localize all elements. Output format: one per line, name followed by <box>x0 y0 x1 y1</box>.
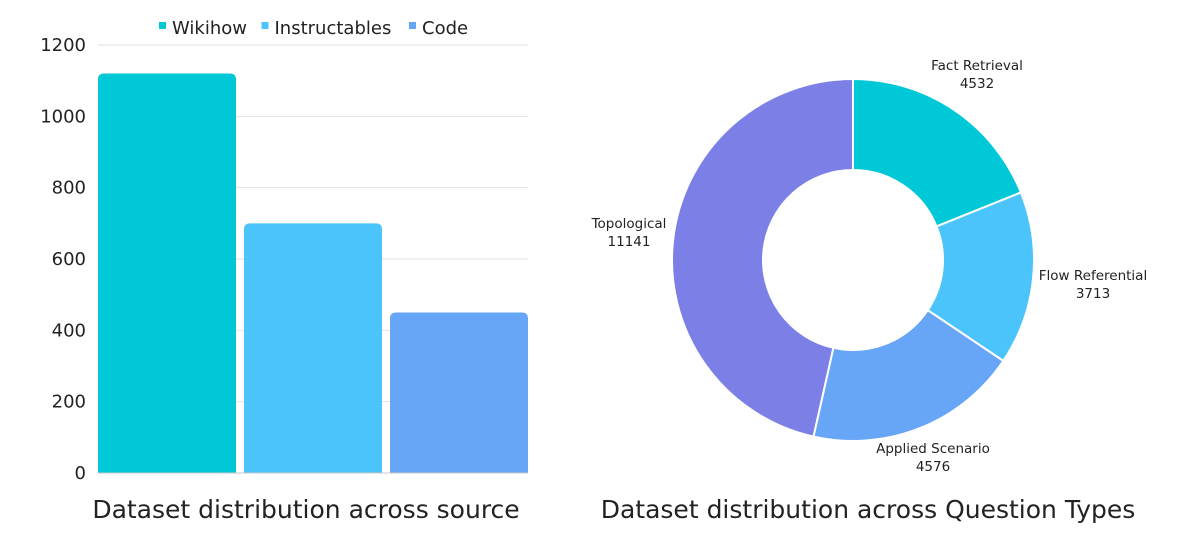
donut-slice-applied-scenario <box>812 308 1005 442</box>
bar-wikihow <box>98 73 236 474</box>
bar-legend: Wikihow Instructables Code <box>159 18 468 39</box>
donut-slice-topological <box>671 77 854 438</box>
donut-label-flow-referential: Flow Referential <box>1039 268 1147 284</box>
donut-label-applied-scenario: Applied Scenario <box>876 441 990 457</box>
bar-instructables <box>244 223 382 473</box>
donut-value-applied-scenario: 4576 <box>916 459 950 475</box>
legend-swatch-instructables <box>261 22 269 29</box>
donut-chart-title: Dataset distribution across Question Typ… <box>601 495 1136 524</box>
bar-y-tick-label: 800 <box>52 178 86 199</box>
donut-slice-fact-retrieval <box>852 77 1023 228</box>
legend-swatch-wikihow <box>159 22 166 29</box>
donut-label-fact-retrieval: Fact Retrieval <box>931 58 1023 74</box>
legend-swatch-code <box>409 22 416 29</box>
bar-y-tick-label: 1000 <box>40 106 86 127</box>
bar-y-tick-labels: 0 200 400 600 800 1000 1200 <box>40 35 86 484</box>
bar-chart: 0 200 400 600 800 1000 1200 Wikihow Instructabl… <box>40 18 528 524</box>
legend-label-code: Code <box>422 18 468 39</box>
donut-label-topological: Topological <box>591 216 667 232</box>
donut-chart: Fact Retrieval 4532 Flow Referential 3713 Ap… <box>591 58 1148 524</box>
bar-y-tick-label: 0 <box>75 463 86 484</box>
donut-value-flow-referential: 3713 <box>1076 286 1110 302</box>
bar-y-tick-label: 600 <box>52 249 86 270</box>
legend-label-wikihow: Wikihow <box>172 18 247 39</box>
legend-label-instructables: Instructables <box>275 18 392 39</box>
bar-bars <box>98 73 528 474</box>
bar-y-tick-label: 400 <box>52 320 86 341</box>
donut-value-fact-retrieval: 4532 <box>960 76 994 92</box>
donut-labels: Fact Retrieval 4532 Flow Referential 3713 Ap… <box>591 58 1148 475</box>
bar-y-tick-label: 200 <box>52 392 86 413</box>
donut-slices <box>671 77 1035 442</box>
bar-y-tick-label: 1200 <box>40 35 86 56</box>
bar-chart-title: Dataset distribution across source <box>92 495 519 524</box>
bar-code <box>390 312 528 473</box>
donut-value-topological: 11141 <box>608 234 651 250</box>
